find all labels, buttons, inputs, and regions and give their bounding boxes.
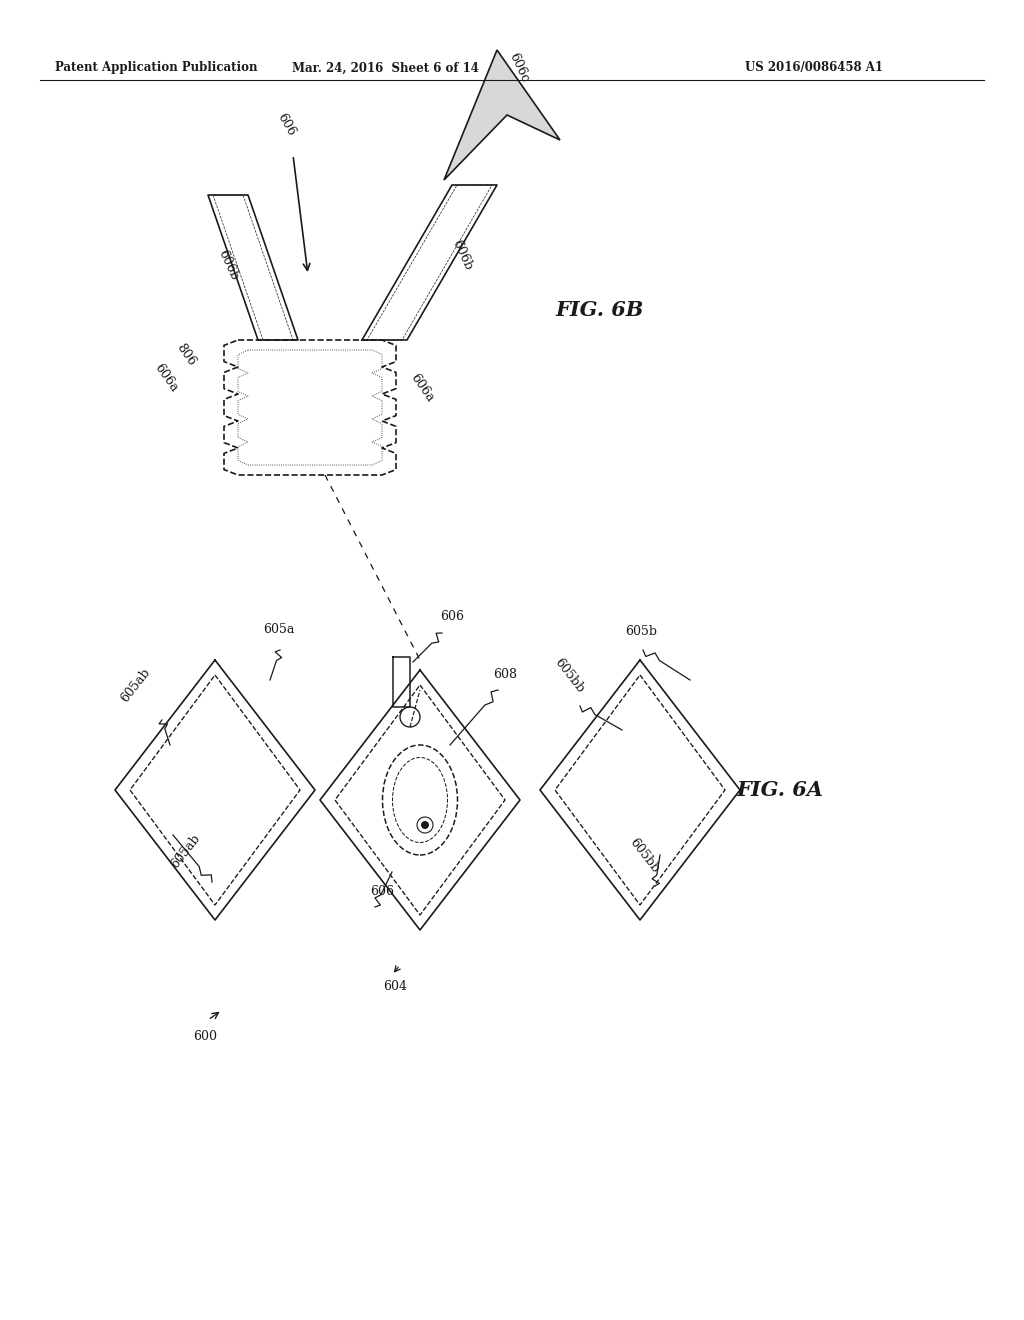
Text: Patent Application Publication: Patent Application Publication (55, 62, 257, 74)
Text: 606b: 606b (215, 248, 241, 282)
Text: Mar. 24, 2016  Sheet 6 of 14: Mar. 24, 2016 Sheet 6 of 14 (292, 62, 478, 74)
Text: FIG. 6A: FIG. 6A (736, 780, 823, 800)
Polygon shape (444, 50, 560, 180)
Text: 605bb: 605bb (552, 655, 587, 696)
Text: 605ab: 605ab (118, 665, 153, 705)
Text: 606c: 606c (507, 51, 531, 84)
Text: 806: 806 (174, 342, 199, 368)
Text: FIG. 6B: FIG. 6B (555, 300, 643, 319)
Text: 606a: 606a (152, 362, 180, 395)
Text: US 2016/0086458 A1: US 2016/0086458 A1 (745, 62, 883, 74)
Text: 606: 606 (440, 610, 464, 623)
Text: 608: 608 (493, 668, 517, 681)
Text: 605bb: 605bb (627, 836, 662, 875)
Text: 606: 606 (370, 884, 394, 898)
Text: 606b: 606b (450, 238, 475, 272)
Text: 606a: 606a (408, 371, 436, 405)
Text: 606: 606 (274, 111, 298, 139)
Text: 604: 604 (383, 979, 407, 993)
Text: 605b: 605b (625, 624, 657, 638)
Text: 605ab: 605ab (168, 832, 203, 871)
Text: 600: 600 (193, 1030, 217, 1043)
Text: 605a: 605a (263, 623, 294, 636)
Circle shape (421, 821, 429, 829)
